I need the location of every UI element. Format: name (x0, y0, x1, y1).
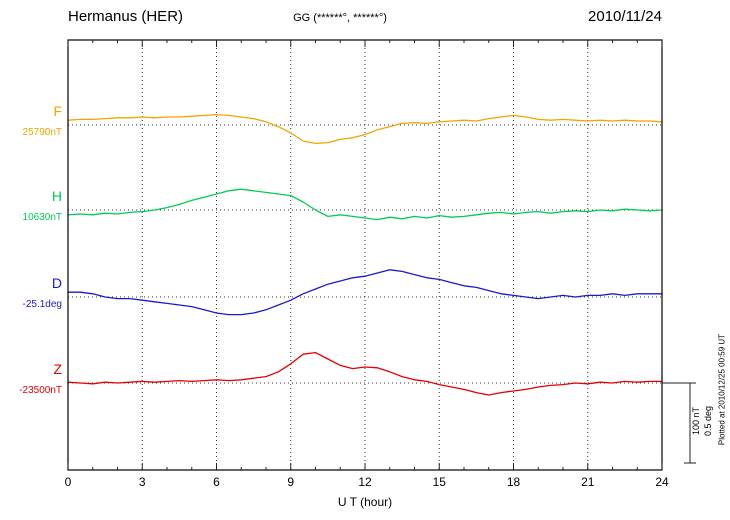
channel-name-D: D (51, 275, 62, 291)
x-tick-label-0: 0 (64, 475, 72, 489)
plotted-at-note: Plotted at 2010/12/25 00:59 UT (717, 333, 727, 446)
channel-baseline-value-F: 25790nT (22, 127, 62, 138)
x-tick-label-9: 9 (287, 475, 295, 489)
x-tick-label-15: 15 (432, 475, 446, 489)
trace-F (67, 113, 663, 145)
x-tick-label-12: 12 (358, 475, 372, 489)
scale-bar-nt-label: 100 nT (691, 406, 701, 436)
channel-label-Z: Z -23500nT (0, 361, 62, 397)
x-axis-label: U T (hour) (337, 495, 393, 509)
trace-D (67, 269, 663, 316)
channel-name-Z: Z (53, 361, 62, 377)
x-tick-label-24: 24 (655, 475, 669, 489)
x-tick-label-6: 6 (213, 475, 220, 489)
channel-baseline-value-Z: -23500nT (19, 385, 62, 396)
channel-label-D: D -25.1deg (0, 275, 62, 311)
trace-H (67, 188, 663, 221)
channel-name-H: H (51, 188, 62, 204)
x-tick-label-21: 21 (581, 475, 595, 489)
trace-Z (67, 351, 663, 396)
channel-baseline-value-H: 10630nT (22, 212, 62, 223)
station-title: Hermanus (HER) (68, 8, 184, 25)
plot-date: 2010/11/24 (588, 8, 662, 25)
scale-bar-label: 100 nT 0.5 deg (690, 381, 716, 461)
channel-baseline-value-D: -25.1deg (22, 299, 62, 310)
channel-name-F: F (53, 103, 62, 119)
x-tick-label-3: 3 (138, 475, 146, 489)
channel-label-H: H 10630nT (0, 188, 62, 224)
x-tick-label-18: 18 (506, 475, 521, 489)
channel-label-F: F 25790nT (0, 103, 62, 139)
gg-coordinates: GG (******°, ******°) (293, 12, 387, 24)
scale-bar-deg-label: 0.5 deg (703, 405, 713, 437)
